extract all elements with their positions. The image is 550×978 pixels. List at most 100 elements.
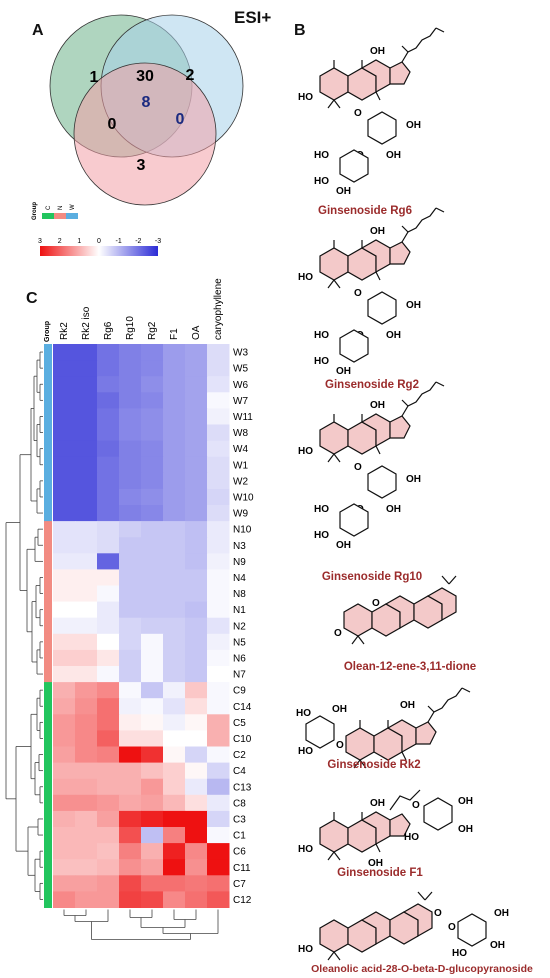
heatmap-cell xyxy=(75,891,98,908)
heatmap-row-label: C12 xyxy=(233,895,252,906)
heatmap-cell xyxy=(53,456,76,474)
f1-sugar-oh2: OH xyxy=(458,824,473,835)
heatmap-cell xyxy=(163,408,186,425)
heatmap-cell xyxy=(141,762,164,780)
group-bar-segment xyxy=(44,601,52,619)
heatmap-cell xyxy=(97,376,120,393)
heatmap-cell xyxy=(163,569,186,586)
heatmap-cell xyxy=(75,859,98,876)
heatmap-row-label: N4 xyxy=(233,573,246,584)
color-scale-tick: 3 xyxy=(38,238,42,245)
heatmap-cell xyxy=(163,424,186,442)
group-bar-segment xyxy=(44,762,52,780)
group-bar-segment xyxy=(44,698,52,715)
heatmap-row-label: C8 xyxy=(233,798,246,809)
heatmap-cell xyxy=(163,714,186,731)
heatmap-cell xyxy=(207,810,230,828)
heatmap-cell xyxy=(119,633,142,651)
heatmap-cell xyxy=(185,762,208,780)
heatmap-row-label: W8 xyxy=(233,428,248,439)
heatmap-cell xyxy=(185,585,208,603)
heatmap-cell xyxy=(53,553,76,570)
group-bar-segment xyxy=(44,424,52,442)
venn-only-green: 1 xyxy=(90,69,99,86)
heatmap-cell xyxy=(141,730,164,747)
heatmap-cell xyxy=(97,505,120,522)
compound-name-rg6: Ginsenoside Rg6 xyxy=(318,205,412,217)
heatmap-cell xyxy=(75,360,98,377)
heatmap-cell xyxy=(75,762,98,780)
heatmap-cell xyxy=(53,859,76,876)
heatmap-row-label: W10 xyxy=(233,492,254,503)
heatmap-cell xyxy=(53,762,76,780)
heatmap-row-label: N6 xyxy=(233,653,246,664)
heatmap-cell xyxy=(53,440,76,458)
heatmap-cell xyxy=(119,891,142,908)
heatmap-cell xyxy=(75,569,98,586)
heatmap-row-label: N10 xyxy=(233,525,252,536)
heatmap-cell xyxy=(53,746,76,764)
heatmap-cell xyxy=(141,344,164,361)
rg6-sugar2-oh: OH xyxy=(336,186,351,197)
heatmap-cell xyxy=(207,762,230,780)
heatmap-cell xyxy=(185,488,208,506)
heatmap-cell xyxy=(119,601,142,619)
heatmap-cell xyxy=(185,698,208,715)
heatmap-cell xyxy=(75,424,98,442)
heatmap-cell xyxy=(53,730,76,747)
group-bar-segment xyxy=(44,714,52,731)
heatmap-cell xyxy=(53,569,76,586)
heatmap-cell xyxy=(207,778,230,796)
f1-oh-top: OH xyxy=(370,798,385,809)
heatmap-cell xyxy=(207,794,230,812)
heatmap-cell xyxy=(53,843,76,860)
heatmap-cell xyxy=(97,746,120,764)
heatmap-cell xyxy=(185,424,208,442)
group-bar-segment xyxy=(44,827,52,844)
rg10-sugar2-ho2: HO xyxy=(314,530,329,541)
heatmap-row-label: N9 xyxy=(233,557,246,568)
group-bar-segment xyxy=(44,472,52,490)
heatmap-cell xyxy=(141,875,164,892)
group-bar-segment xyxy=(44,344,52,361)
color-scale-tick: -3 xyxy=(155,238,161,245)
heatmap-cell xyxy=(75,521,98,538)
rg6-ho-left: HO xyxy=(298,92,313,103)
heatmap-cell xyxy=(97,569,120,586)
heatmap-cell xyxy=(141,617,164,635)
heatmap-cell xyxy=(53,778,76,796)
heatmap-cell xyxy=(97,472,120,490)
heatmap-cell xyxy=(163,778,186,796)
heatmap-row-label: C14 xyxy=(233,702,252,713)
heatmap-row-label: C4 xyxy=(233,766,246,777)
heatmap-cell xyxy=(53,682,76,699)
group-bar-segment xyxy=(44,585,52,603)
heatmap-cell xyxy=(185,843,208,860)
heatmap-cell xyxy=(163,827,186,844)
group-bar-segment xyxy=(44,794,52,812)
group-bar-segment xyxy=(44,456,52,474)
heatmap-cell xyxy=(207,569,230,586)
heatmap-cell xyxy=(75,746,98,764)
rg2-sugar2-ho: HO xyxy=(314,330,329,341)
heatmap-cell xyxy=(75,553,98,570)
heatmap-cell xyxy=(207,376,230,393)
heatmap-cell xyxy=(75,344,98,361)
heatmap-cell xyxy=(163,505,186,522)
rg6-sugar2-ho2: HO xyxy=(314,176,329,187)
heatmap-cell xyxy=(119,569,142,586)
heatmap-cell xyxy=(141,714,164,731)
oa-o-link: O xyxy=(448,922,456,933)
heatmap-cell xyxy=(141,601,164,619)
heatmap-cell xyxy=(185,553,208,570)
heatmap-cell xyxy=(53,617,76,635)
structure-rg6: OH HO O OH OH O HO HO OH xyxy=(298,27,445,197)
heatmap-cell xyxy=(207,617,230,635)
heatmap-cell xyxy=(119,392,142,409)
heatmap-cell xyxy=(207,521,230,538)
heatmap-cell xyxy=(119,666,142,683)
heatmap-cell xyxy=(185,456,208,474)
heatmap-cell xyxy=(185,408,208,425)
heatmap-cell xyxy=(75,875,98,892)
heatmap-cell xyxy=(75,730,98,747)
